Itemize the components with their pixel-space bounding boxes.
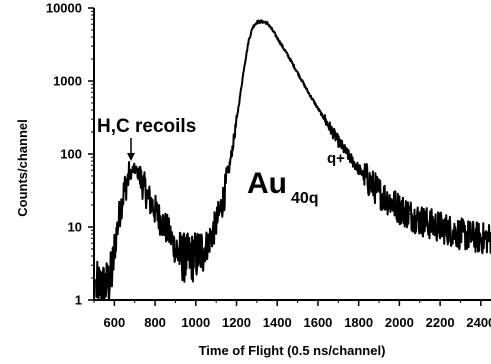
y-tick-label-1: 1: [75, 293, 82, 308]
data-point: [272, 30, 274, 32]
data-point: [108, 280, 110, 282]
data-point: [95, 286, 97, 288]
data-point: [187, 257, 189, 260]
tick-labels: 600 800 1000 1200 1400 1600 1800 2000 2200 2400 1 1…: [46, 1, 491, 331]
data-point: [459, 233, 462, 235]
x-tick-label-800: 800: [144, 315, 166, 330]
data-point: [115, 233, 117, 235]
data-point: [140, 178, 142, 180]
y-tick-label-100: 100: [60, 147, 82, 162]
data-point: [207, 242, 209, 244]
data-point: [199, 251, 201, 253]
x-tick-label-2200: 2200: [426, 315, 455, 330]
data-point: [191, 257, 193, 259]
data-point: [219, 209, 221, 211]
au-annotation: Au 40q q+: [247, 150, 345, 207]
x-tick-label-1000: 1000: [181, 315, 210, 330]
data-point: [276, 37, 278, 39]
recoils-arrow-head: [127, 153, 135, 161]
data-point: [105, 284, 107, 286]
data-point: [378, 191, 380, 193]
y-tick-label-10000: 10000: [46, 1, 82, 16]
x-tick-label-1600: 1600: [303, 315, 332, 330]
data-point: [223, 193, 225, 195]
data-point: [227, 172, 229, 174]
data-point: [347, 155, 350, 157]
data-point: [268, 24, 270, 26]
data-point: [123, 188, 126, 190]
au-subscript: 40q: [291, 190, 319, 207]
data-point: [337, 140, 339, 142]
y-axis-label: Counts/channel: [15, 119, 30, 217]
series-layer: [95, 19, 491, 301]
data-point: [368, 180, 370, 183]
data-point: [211, 233, 213, 235]
data-point: [178, 253, 181, 256]
data-point: [252, 26, 254, 28]
data-point: [248, 39, 250, 42]
data-point: [134, 168, 136, 170]
data-point: [317, 107, 319, 110]
data-point: [240, 91, 242, 93]
recoils-label: H,C recoils: [97, 116, 196, 137]
data-point: [170, 237, 172, 239]
data-point: [358, 168, 360, 170]
data-point: [449, 229, 451, 231]
data-point: [266, 22, 268, 24]
data-point: [166, 229, 168, 231]
data-point: [260, 21, 262, 23]
data-point: [132, 169, 134, 171]
data-point: [215, 223, 217, 225]
x-tick-label-2000: 2000: [385, 315, 414, 330]
data-point: [203, 248, 205, 250]
data-point: [419, 219, 421, 221]
data-point: [256, 21, 258, 23]
data-point: [398, 207, 400, 209]
tick-marks: [88, 7, 482, 306]
data-point: [409, 213, 411, 215]
data-point: [297, 72, 299, 74]
x-tick-label-1200: 1200: [222, 315, 251, 330]
recoils-annotation: H,C recoils: [97, 116, 196, 161]
data-point: [111, 270, 113, 272]
data-point: [231, 147, 233, 149]
y-tick-label-1000: 1000: [53, 74, 82, 89]
data-point: [128, 176, 130, 178]
data-point: [101, 286, 103, 288]
data-point: [388, 200, 390, 202]
data-point: [470, 235, 472, 237]
x-tick-label-1800: 1800: [344, 315, 373, 330]
x-tick-label-1400: 1400: [263, 315, 292, 330]
data-point: [480, 237, 482, 239]
data-point: [429, 223, 431, 225]
data-point: [183, 257, 185, 259]
data-point: [327, 124, 329, 126]
au-superscript: q+: [327, 150, 345, 167]
series-line-0: [95, 19, 491, 301]
data-point: [244, 63, 246, 65]
data-point: [286, 54, 288, 56]
data-point: [136, 170, 138, 172]
data-point: [160, 220, 162, 222]
data-point: [174, 248, 176, 250]
data-point: [195, 255, 197, 257]
data-point: [154, 209, 156, 211]
data-point: [439, 226, 441, 228]
data-point: [264, 21, 266, 23]
data-point: [148, 198, 150, 200]
x-tick-label-2400: 2400: [466, 315, 491, 330]
x-tick-label-600: 600: [104, 315, 126, 330]
y-tick-label-10: 10: [68, 220, 82, 235]
data-point: [235, 120, 238, 122]
plot-frame: [93, 8, 491, 301]
data-point: [144, 188, 146, 190]
data-point: [119, 207, 122, 209]
data-point: [307, 90, 309, 92]
x-axis-label: Time of Flight (0.5 ns/channel): [199, 343, 386, 358]
au-label: Au: [247, 167, 287, 200]
